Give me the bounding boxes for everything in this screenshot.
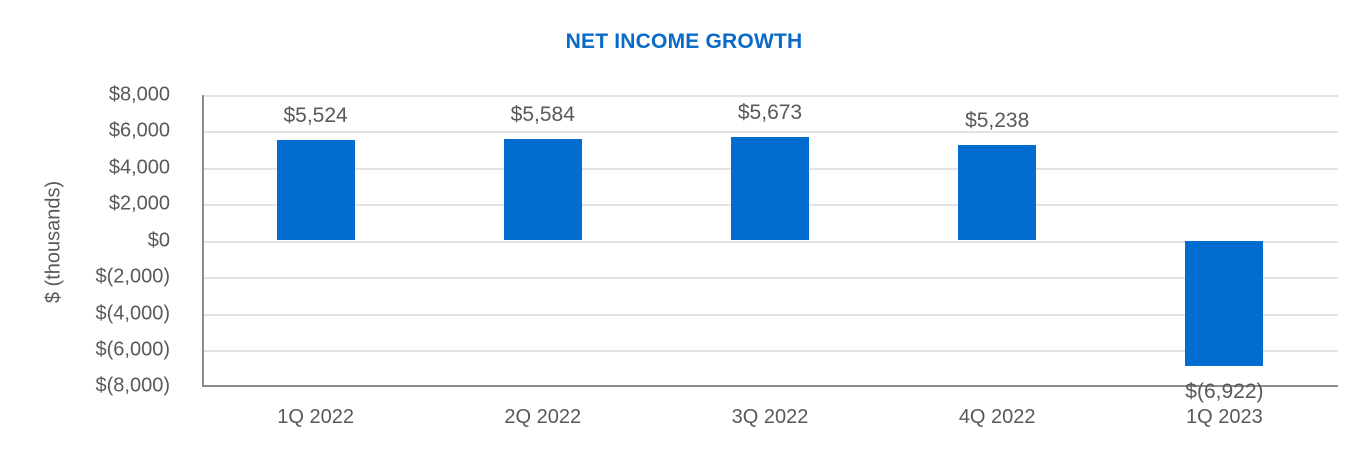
zero-line <box>202 241 1338 243</box>
y-tick-label: $(2,000) <box>95 265 171 288</box>
x-axis-line <box>202 385 1338 387</box>
data-label: $5,584 <box>510 102 575 126</box>
data-label: $5,238 <box>965 109 1030 133</box>
gridline <box>202 350 1338 352</box>
data-label: $5,673 <box>737 101 803 125</box>
x-tick-label: 2Q 2022 <box>504 406 582 428</box>
gridline <box>202 95 1338 97</box>
data-label: $5,524 <box>283 104 348 128</box>
gridline <box>202 277 1338 279</box>
gridline <box>202 314 1338 316</box>
y-axis-label: $ (thousands) <box>42 180 65 304</box>
chart-title: NET INCOME GROWTH <box>565 30 803 53</box>
gridline <box>202 131 1338 133</box>
y-tick-label: $(8,000) <box>95 374 171 397</box>
bar <box>731 137 809 241</box>
y-tick-label: $(6,000) <box>95 338 171 361</box>
y-tick-label: $2,000 <box>108 192 170 215</box>
bar <box>276 140 355 241</box>
y-tick-label: $0 <box>147 229 170 252</box>
data-label: $(6,922) <box>1185 380 1264 403</box>
y-tick-label: $(4,000) <box>95 302 171 325</box>
y-tick-label: $4,000 <box>108 156 170 179</box>
y-tick-label: $8,000 <box>108 83 170 106</box>
x-tick-label: 1Q 2022 <box>277 406 354 428</box>
x-tick-label: 3Q 2022 <box>731 406 809 428</box>
bar <box>1185 240 1264 367</box>
bar <box>503 138 582 241</box>
y-tick-label: $6,000 <box>108 119 170 142</box>
bar <box>958 145 1037 241</box>
y-axis-line <box>202 95 204 387</box>
x-tick-label: 4Q 2022 <box>958 406 1036 428</box>
x-tick-label: 1Q 2023 <box>1186 406 1263 428</box>
